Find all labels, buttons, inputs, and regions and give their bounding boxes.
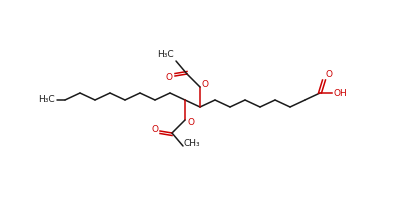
Text: OH: OH xyxy=(333,88,347,98)
Text: O: O xyxy=(151,126,158,134)
Text: O: O xyxy=(166,72,173,82)
Text: CH₃: CH₃ xyxy=(184,139,201,148)
Text: O: O xyxy=(187,118,194,127)
Text: O: O xyxy=(325,70,332,79)
Text: H₃C: H₃C xyxy=(157,50,174,59)
Text: O: O xyxy=(202,80,209,89)
Text: H₃C: H₃C xyxy=(38,96,55,104)
